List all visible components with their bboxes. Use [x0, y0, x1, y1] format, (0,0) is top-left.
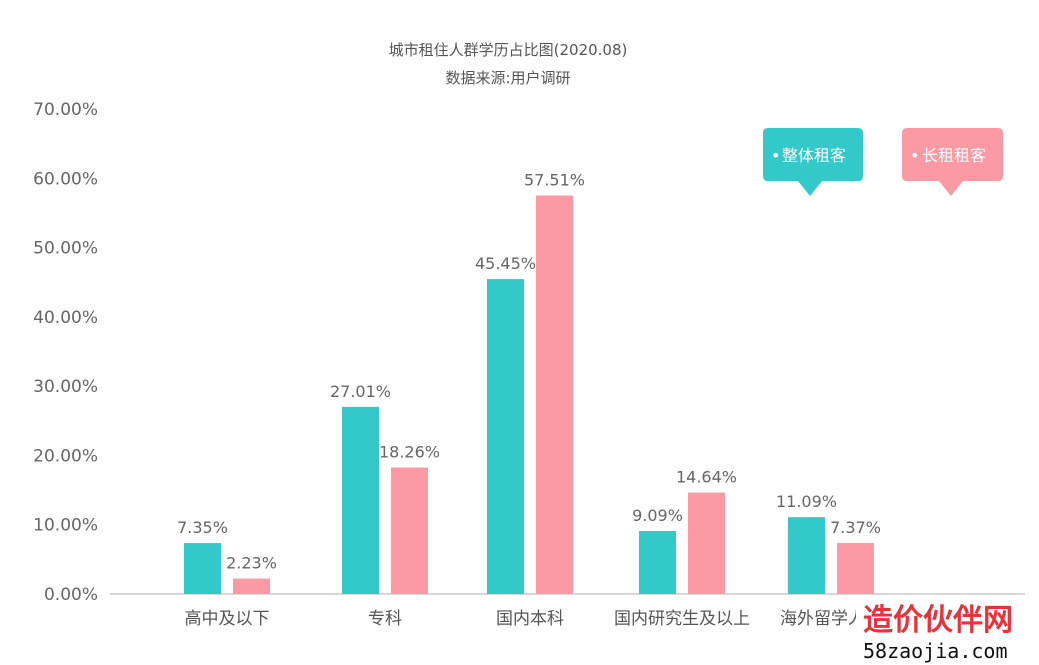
y-tick-label: 20.00% — [33, 446, 98, 466]
y-tick-label: 60.00% — [33, 169, 98, 189]
bar — [391, 467, 428, 594]
bar — [342, 406, 379, 594]
legend-label-longterm: 长租租客 — [922, 146, 986, 165]
data-label: 14.64% — [676, 468, 737, 487]
y-tick-label: 40.00% — [33, 308, 98, 328]
watermark-backdrop — [856, 600, 1039, 665]
data-label: 7.35% — [177, 518, 228, 537]
x-tick-label: 高中及以下 — [185, 609, 270, 629]
y-tick-label: 70.00% — [33, 100, 98, 120]
y-axis-ticks: 0.00% 10.00% 20.00% 30.00% 40.00% 50.00% 60.00… — [33, 100, 98, 605]
y-tick-label: 0.00% — [44, 585, 98, 605]
y-tick-label: 10.00% — [33, 516, 98, 536]
watermark-logo-text: 造价伙伴网 — [863, 603, 1013, 638]
y-tick-label: 30.00% — [33, 377, 98, 397]
bar — [688, 492, 725, 594]
legend: • 整体租客 • 长租租客 — [763, 128, 1003, 196]
y-tick-label: 50.00% — [33, 239, 98, 259]
x-tick-label: 国内研究生及以上 — [614, 609, 750, 629]
x-axis-labels: 高中及以下 专科 国内本科 国内研究生及以上 海外留学人员 — [185, 609, 883, 629]
bar — [233, 578, 270, 594]
bar — [536, 195, 573, 595]
data-label: 9.09% — [632, 506, 683, 525]
x-tick-label: 专科 — [368, 609, 402, 629]
data-label: 7.37% — [830, 518, 881, 537]
bar — [184, 543, 221, 594]
bar — [837, 542, 874, 594]
data-label: 2.23% — [226, 554, 277, 573]
legend-swatch-overall — [763, 128, 863, 196]
bars: 7.35% 2.23% 27.01% 18.26% 45.45% 57.51% 9.09% 1… — [177, 171, 881, 595]
data-label: 57.51% — [524, 171, 585, 190]
data-label: 45.45% — [475, 254, 536, 273]
legend-bullet: • — [910, 146, 919, 165]
data-label: 11.09% — [776, 492, 837, 511]
data-label: 18.26% — [379, 442, 440, 461]
x-tick-label: 国内本科 — [496, 609, 564, 629]
legend-label-overall: 整体租客 — [782, 146, 846, 165]
bar — [788, 517, 825, 594]
bar — [639, 531, 676, 594]
legend-bullet: • — [771, 146, 780, 165]
chart-title: 城市租住人群学历占比图(2020.08) — [389, 41, 628, 59]
data-label: 27.01% — [330, 382, 391, 401]
legend-item-longterm: • 长租租客 — [902, 128, 1003, 196]
legend-item-overall: • 整体租客 — [763, 128, 863, 196]
legend-swatch-longterm — [902, 128, 1003, 196]
bar — [487, 279, 524, 594]
chart-subtitle: 数据来源:用户调研 — [445, 69, 570, 87]
watermark: 造价伙伴网 58zaojia.com — [856, 600, 1039, 665]
watermark-url: 58zaojia.com — [863, 639, 1008, 663]
